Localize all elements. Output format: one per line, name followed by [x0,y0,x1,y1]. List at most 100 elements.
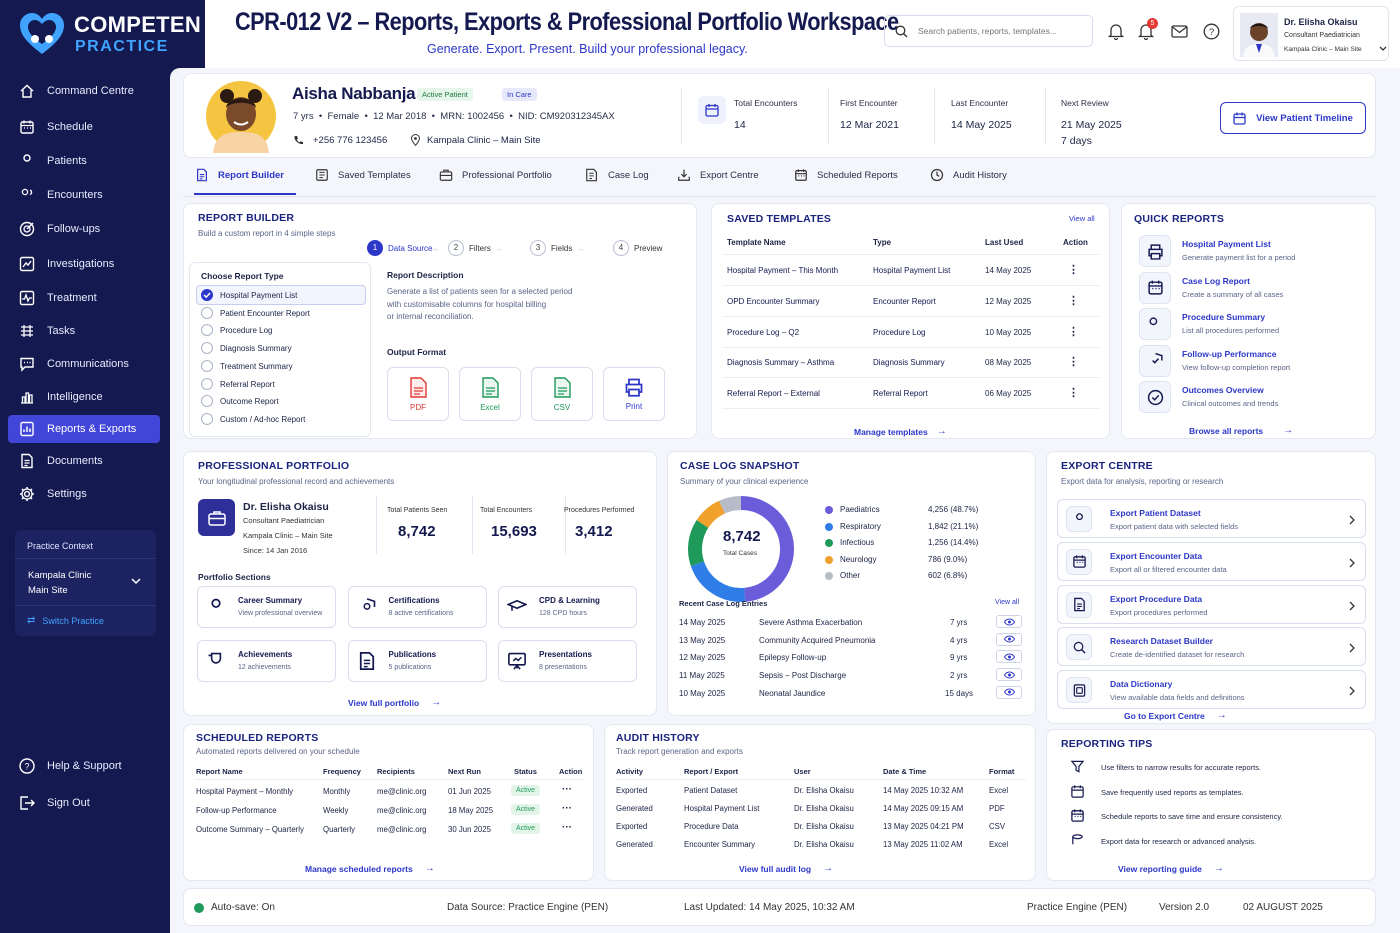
format-pdf-button[interactable]: PDF [387,367,449,421]
view-full-portfolio-link[interactable]: View full portfolio → [348,697,442,708]
tab-audit-history[interactable]: Audit History [930,168,1007,195]
portfolio-section-publications[interactable]: Publications 5 publications [347,640,487,682]
radio-button[interactable] [201,395,213,408]
more-actions-icon[interactable]: ⋮ [1068,356,1079,369]
step-label[interactable]: Fields [551,244,573,253]
view-entry-button[interactable] [996,632,1022,646]
portfolio-section-presentations[interactable]: Presentations 8 presentations [498,640,637,682]
template-name[interactable]: Procedure Log – Q2 [727,327,800,337]
view-entry-button[interactable] [996,615,1022,628]
report-type-option[interactable]: Custom / Ad-hoc Report [220,414,306,424]
view-entry-button[interactable] [996,650,1022,664]
brand-logo[interactable]: COMPETEN PRACTICE [0,0,205,68]
tab-export-centre[interactable]: Export Centre [677,168,759,195]
quick-report-link[interactable]: Follow-up Performance [1182,348,1277,359]
sidebar-item-intelligence[interactable]: Intelligence [8,383,160,411]
step-label[interactable]: Filters [469,244,491,253]
view-entry-button[interactable] [996,685,1022,699]
template-name[interactable]: Hospital Payment – This Month [727,266,839,275]
report-type-option[interactable]: Diagnosis Summary [220,344,292,354]
portfolio-section-certifications[interactable]: Certifications 8 active certifications [347,586,487,628]
scheduled-cell[interactable]: Outcome Summary – Quarterly [196,825,304,835]
sidebar-item-settings[interactable]: Settings [8,480,160,508]
portfolio-section-career-summary[interactable]: Career Summary View professional overvie… [197,586,336,628]
manage-scheduled-reports-link[interactable]: Manage scheduled reports → [305,863,435,874]
more-actions-icon[interactable]: ⋮ [1068,264,1079,276]
more-actions-icon[interactable]: ··· [562,822,572,834]
scheduled-cell[interactable]: Hospital Payment – Monthly [196,787,294,796]
format-excel-button[interactable]: Excel [459,367,521,421]
sidebar-item-encounters[interactable]: Encounters [8,181,160,209]
view-entry-button[interactable] [996,668,1022,682]
export-item-export-procedure-data[interactable]: Export Procedure Data Export procedures … [1057,584,1366,624]
export-item-research-dataset-builder[interactable]: Research Dataset Builder Create de-ident… [1057,627,1366,667]
template-name[interactable]: OPD Encounter Summary [727,296,820,306]
export-item-export-patient-dataset[interactable]: Export Patient Dataset Export patient da… [1057,499,1366,538]
step-number[interactable]: 2 [448,240,464,256]
portfolio-section-achievements[interactable]: Achievements 12 achievements [197,640,336,682]
tab-case-log[interactable]: Case Log [585,168,649,195]
quick-report-link[interactable]: Outcomes Overview [1182,385,1264,395]
sidebar-item-treatment[interactable]: Treatment [8,284,160,312]
more-actions-icon[interactable]: ⋮ [1068,387,1079,400]
user-menu[interactable]: Dr. Elisha Okaisu Consultant Paediatrici… [1233,6,1389,61]
step-number[interactable]: 4 [613,240,629,256]
help-circle-icon[interactable]: ? [1203,23,1220,40]
mail-icon[interactable] [1171,25,1188,38]
quick-report-link[interactable]: Procedure Summary [1182,312,1266,322]
view-patient-timeline-button[interactable]: View Patient Timeline [1220,102,1366,134]
export-item-data-dictionary[interactable]: Data Dictionary View available data fiel… [1057,670,1366,710]
sidebar-item-tasks[interactable]: Tasks [8,317,160,345]
entry-diagnosis[interactable]: Epilepsy Follow-up [759,653,827,663]
sidebar-item-reports-exports[interactable]: Reports & Exports [8,415,160,443]
sidebar-item-command-centre[interactable]: Command Centre [8,77,160,105]
view-full-audit-log-link[interactable]: View full audit log → [739,863,834,874]
more-actions-icon[interactable]: ⋮ [1068,294,1079,307]
radio-button[interactable] [201,289,213,301]
tab-scheduled-reports[interactable]: Scheduled Reports [794,168,898,195]
report-type-option[interactable]: Patient Encounter Report [220,308,310,318]
sidebar-item-communications[interactable]: Communications [8,350,160,378]
global-search[interactable] [884,15,1093,47]
sidebar-item-follow-ups[interactable]: Follow-ups [8,215,160,243]
radio-button[interactable] [201,377,213,390]
template-name[interactable]: Diagnosis Summary – Asthma [727,358,835,368]
export-item-export-encounter-data[interactable]: Export Encounter Data Export all or filt… [1057,541,1366,581]
radio-button[interactable] [201,412,213,425]
report-type-option[interactable]: Treatment Summary [220,361,293,371]
report-type-option[interactable]: Procedure Log [220,326,273,336]
more-actions-icon[interactable]: ··· [562,803,572,815]
report-type-option[interactable]: Hospital Payment List [220,291,298,300]
report-type-option[interactable]: Referral Report [220,379,275,389]
sidebar-item-investigations[interactable]: Investigations [8,250,160,278]
tab-report-builder[interactable]: Report Builder [194,168,296,195]
scheduled-cell[interactable]: Follow-up Performance [196,806,277,816]
browse-all-reports-link[interactable]: Browse all reports → [1189,425,1294,436]
radio-button[interactable] [201,359,213,372]
quick-report-link[interactable]: Hospital Payment List [1182,239,1271,249]
entry-diagnosis[interactable]: Severe Asthma Exacerbation [759,618,863,627]
more-actions-icon[interactable]: ⋮ [1068,325,1079,338]
view-reporting-guide-link[interactable]: View reporting guide → [1118,863,1224,874]
manage-templates-link[interactable]: Manage templates → [854,426,947,437]
sidebar-item-documents[interactable]: Documents [8,447,160,475]
case-view-all-link[interactable]: View all [995,599,1019,606]
step-number[interactable]: 1 [367,240,383,256]
entry-diagnosis[interactable]: Neonatal Jaundice [759,688,826,698]
help-support-link[interactable]: ? Help & Support [8,752,160,780]
quick-report-link[interactable]: Case Log Report [1182,275,1251,286]
tab-professional-portfolio[interactable]: Professional Portfolio [439,168,552,195]
templates-view-all-link[interactable]: View all [1069,214,1095,223]
radio-button[interactable] [201,342,213,355]
template-name[interactable]: Referral Report – External [727,389,820,399]
entry-diagnosis[interactable]: Community Acquired Pneumonia [759,635,876,645]
portfolio-section-cpd-learning[interactable]: CPD & Learning 128 CPD hours [498,586,637,628]
more-actions-icon[interactable]: ··· [562,784,572,795]
step-label[interactable]: Preview [634,244,663,253]
radio-button[interactable] [201,324,213,337]
step-label[interactable]: Data Source [388,244,433,253]
sign-out-link[interactable]: Sign Out [8,789,160,817]
chevron-down-icon[interactable] [131,578,141,585]
format-csv-button[interactable]: CSV [531,367,593,421]
step-number[interactable]: 3 [530,240,546,256]
